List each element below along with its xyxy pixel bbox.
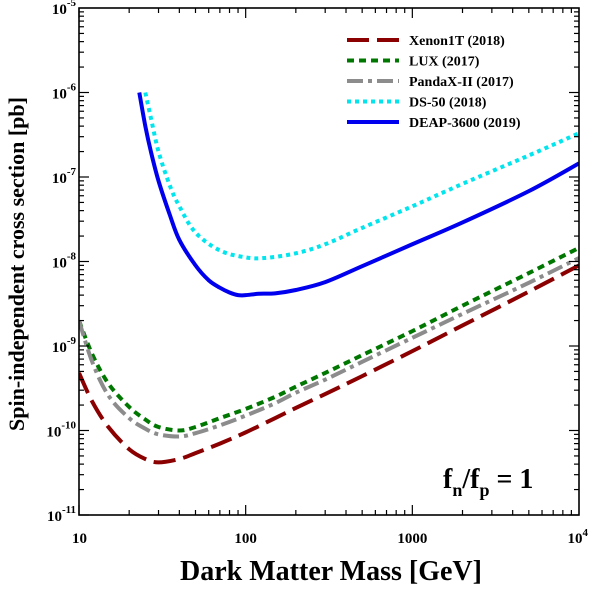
plot-frame [78, 7, 580, 516]
x-tick-label: 1000 [397, 531, 427, 547]
y-axis-title: Spin-independent cross section [pb] [4, 97, 29, 431]
legend-label: LUX (2017) [409, 55, 480, 70]
y-tick-label: 10-10 [46, 420, 76, 441]
series-line-0 [79, 263, 579, 465]
legend-label: DS-50 (2018) [409, 96, 487, 111]
legend-label: Xenon1T (2018) [409, 34, 505, 49]
y-tick-label: 10-11 [47, 504, 76, 525]
series-line-4 [137, 92, 579, 298]
x-axis-title: Dark Matter Mass [GeV] [180, 556, 482, 587]
y-tick-label: 10-7 [52, 166, 77, 187]
y-tick-labels: 10-11 10-10 10-9 10-8 10-7 10-6 10-5 [46, 0, 76, 525]
x-tick-label: 100 [234, 531, 257, 547]
y-tick-label: 10-9 [52, 335, 77, 356]
x-tick-label: 10 [72, 531, 87, 547]
legend-label: PandaX-II (2017) [409, 75, 514, 90]
legend: Xenon1T (2018) LUX (2017) PandaX-II (2017)… [347, 34, 521, 131]
series-lines [79, 92, 579, 465]
y-tick-label: 10-5 [52, 0, 77, 18]
y-tick-label: 10-8 [52, 251, 77, 272]
legend-label: DEAP-3600 (2019) [409, 116, 521, 131]
y-tick-label: 10-6 [52, 82, 77, 103]
series-line-3 [143, 92, 579, 261]
x-tick-label: 104 [568, 527, 589, 547]
series-line-1 [79, 246, 579, 433]
ratio-annotation: fn/fp = 1 [443, 464, 533, 500]
x-tick-labels: 10 100 1000 104 [72, 527, 589, 547]
series-line-2 [79, 256, 579, 439]
